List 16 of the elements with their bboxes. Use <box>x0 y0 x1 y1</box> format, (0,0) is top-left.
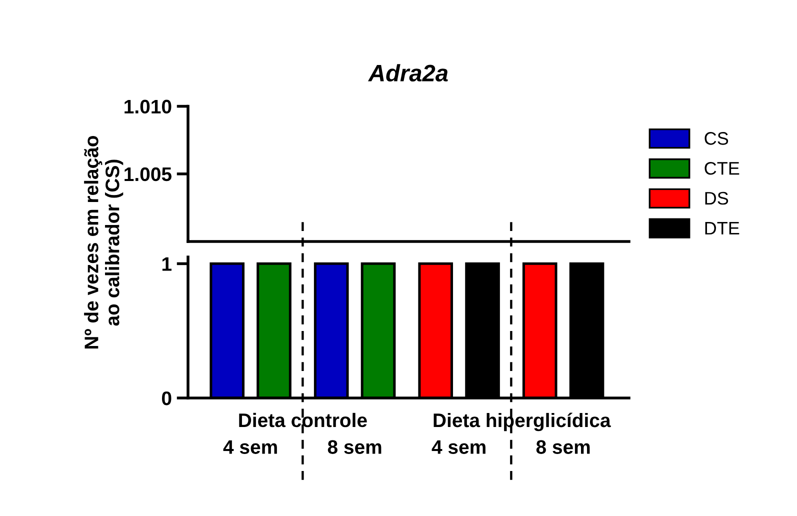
y-tick-label: 1 <box>162 257 172 271</box>
text: Dieta hiperglicídica <box>434 412 611 432</box>
x-tick-label: 4 sem <box>223 440 277 454</box>
legend-label: DTE <box>705 222 740 234</box>
y-tick-label: 1.010 <box>124 100 172 114</box>
x-tick-label: 4 sem <box>432 440 486 454</box>
x-tick-label: 8 sem <box>328 440 382 454</box>
legend-label: CTE <box>704 162 740 175</box>
legend-label: DS <box>705 192 728 205</box>
text: Dieta controle <box>239 412 367 428</box>
legend-label: CS <box>704 132 728 145</box>
y-axis-title: Nº de vezes em relação ao calibrador (CS) <box>84 136 124 349</box>
y-tick-label: 0 <box>162 391 172 406</box>
x-tick-label: 8 sem <box>536 440 590 454</box>
y-tick-label: 1.005 <box>124 167 172 182</box>
chart-title: Adra2a <box>368 64 448 82</box>
